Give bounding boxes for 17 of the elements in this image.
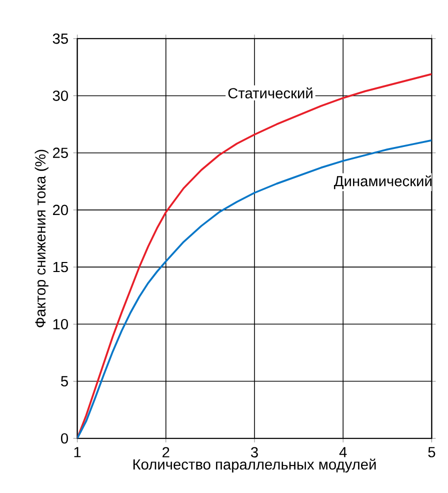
x-tick-label: 1 xyxy=(74,447,81,458)
y-tick-label: 35 xyxy=(52,33,68,44)
y-tick-label: 25 xyxy=(53,148,68,158)
y-tick-label: 30 xyxy=(52,90,68,101)
y-tick-label: 5 xyxy=(61,376,68,386)
y-tick-label: 15 xyxy=(54,262,68,272)
y-tick-label: 10 xyxy=(54,318,68,330)
y-tick-label: 0 xyxy=(61,433,68,444)
y-tick-label: 20 xyxy=(53,204,68,216)
x-tick-label: 5 xyxy=(428,447,436,458)
series-label: Динамический xyxy=(334,175,432,190)
x-tick-label: 3 xyxy=(251,447,258,458)
x-tick-label: 2 xyxy=(162,447,170,458)
series-label: Статический xyxy=(228,87,313,98)
y-axis-title: Фактор снижения тока (%) xyxy=(34,150,49,328)
x-tick-label: 4 xyxy=(340,447,347,458)
x-axis-title: Количество параллельных модулей xyxy=(134,458,376,473)
